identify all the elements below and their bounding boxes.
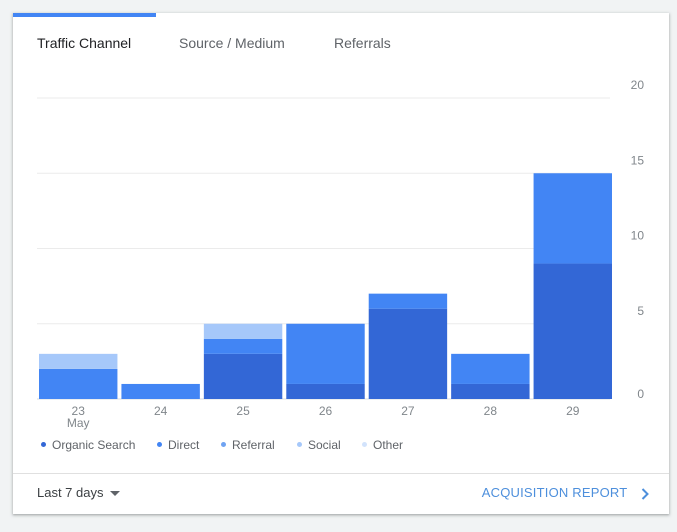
y-tick-label: 0 — [637, 387, 644, 401]
footer-divider — [13, 473, 669, 474]
y-tick-label: 15 — [631, 153, 645, 167]
bar-organic-search — [286, 383, 365, 399]
legend-dot-icon — [221, 442, 226, 448]
y-tick-label: 5 — [637, 304, 644, 318]
active-tab-indicator — [13, 13, 156, 17]
x-tick-label: 25 — [236, 404, 250, 418]
bar-organic-search — [533, 263, 612, 399]
legend-item-organic-search: Organic Search — [41, 438, 135, 452]
x-tick-label: 29 — [566, 404, 580, 418]
legend-item-other: Other — [362, 438, 403, 452]
legend-label: Direct — [168, 438, 200, 452]
x-tick-label: 26 — [319, 404, 333, 418]
legend-dot-icon — [157, 442, 162, 448]
bar-direct — [368, 293, 448, 309]
legend-label: Other — [373, 438, 404, 452]
report-link-label: ACQUISITION REPORT — [481, 485, 628, 500]
bar-organic-search — [368, 308, 448, 399]
legend-dot-icon — [297, 442, 302, 448]
traffic-card: Traffic Channel Source / Medium Referral… — [13, 13, 669, 514]
x-tick-label: 28 — [484, 404, 498, 418]
chevron-right-icon — [641, 487, 649, 500]
bar-direct — [451, 353, 530, 384]
x-tick-label: 23 — [72, 404, 86, 418]
legend-item-referral: Referral — [221, 438, 275, 452]
bar-social — [39, 353, 118, 369]
bar-direct — [121, 383, 200, 399]
legend-label: Organic Search — [52, 438, 136, 452]
bar-direct — [203, 338, 283, 354]
tab-referrals[interactable]: Referrals — [334, 35, 391, 51]
tab-bar: Traffic Channel Source / Medium Referral… — [13, 13, 669, 73]
legend-label: Social — [308, 438, 341, 452]
x-tick-sublabel: May — [67, 416, 90, 430]
legend-dot-icon — [41, 442, 46, 448]
y-tick-label: 20 — [631, 78, 645, 92]
x-tick-label: 27 — [401, 404, 415, 418]
date-range-dropdown[interactable]: Last 7 days — [37, 485, 120, 500]
legend-dot-icon — [362, 442, 367, 448]
x-tick-label: 24 — [154, 404, 168, 418]
bar-organic-search — [203, 353, 283, 399]
legend-label: Referral — [232, 438, 275, 452]
tab-source-medium[interactable]: Source / Medium — [179, 35, 285, 51]
bar-direct — [39, 368, 118, 399]
bar-social — [203, 323, 283, 339]
y-tick-label: 10 — [631, 229, 645, 243]
caret-down-icon — [109, 491, 120, 497]
bar-organic-search — [451, 383, 530, 399]
legend-item-social: Social — [297, 438, 341, 452]
legend-item-direct: Direct — [157, 438, 199, 452]
acquisition-report-link[interactable]: ACQUISITION REPORT — [482, 485, 649, 500]
tab-traffic-channel[interactable]: Traffic Channel — [37, 35, 132, 51]
date-range-label: Last 7 days — [37, 485, 104, 500]
bar-direct — [286, 323, 365, 384]
bar-direct — [533, 173, 612, 264]
